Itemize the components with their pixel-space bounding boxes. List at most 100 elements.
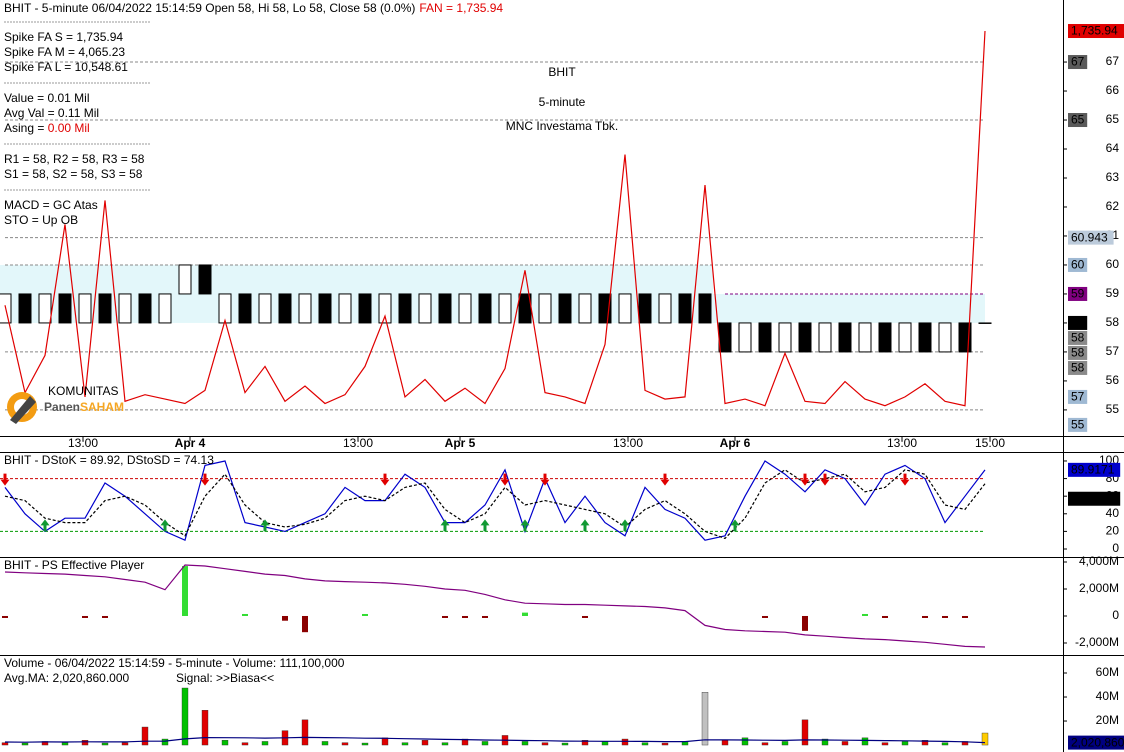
candle	[758, 322, 772, 353]
bar	[761, 742, 769, 746]
bar	[282, 615, 288, 621]
bar	[201, 710, 209, 746]
bar	[341, 742, 349, 746]
candle	[918, 322, 932, 353]
chart-header: BHIT - 5-minute 06/04/2022 15:14:59 Open…	[4, 1, 503, 15]
info-line: Value = 0.01 Mil	[4, 91, 90, 105]
candle	[678, 293, 692, 324]
bar	[862, 613, 868, 616]
y-tick-label: 40M	[1096, 689, 1119, 703]
zone-band	[713, 293, 985, 323]
candle	[378, 293, 392, 324]
candle	[78, 293, 92, 324]
candle	[358, 293, 372, 324]
value-box-label: 57	[1071, 390, 1085, 404]
candle	[278, 293, 292, 324]
y-tick-label: 57	[1106, 344, 1120, 358]
x-tick-label: 13:00	[68, 436, 98, 450]
pane-title: BHIT - PS Effective Player	[4, 558, 144, 572]
bar	[981, 732, 989, 746]
buy-arrow	[620, 519, 630, 532]
info-line: STO = Up OB	[4, 213, 78, 227]
x-tick-label: 13:00	[613, 436, 643, 450]
bar	[141, 726, 149, 746]
series-line	[4, 30, 986, 407]
candle	[338, 293, 352, 324]
bar	[181, 687, 189, 746]
bar	[582, 615, 588, 618]
info-line: Asing = 0.00 Mil	[4, 121, 90, 135]
candle	[618, 293, 632, 324]
value-box-label: 58	[1071, 346, 1085, 360]
sell-arrow	[900, 473, 910, 486]
fan-readout: FAN = 1,735.94	[419, 1, 503, 15]
bar	[881, 742, 889, 746]
bar	[701, 692, 709, 746]
candle	[218, 293, 232, 324]
info-segment: Spike FA M = 4,065.23	[4, 45, 125, 59]
bar	[802, 615, 808, 631]
y-tick-label: 2,000M	[1079, 581, 1119, 595]
x-tick-label: 15:00	[975, 436, 1005, 450]
bar	[541, 742, 549, 746]
bar	[762, 615, 768, 618]
value-box	[1068, 491, 1121, 506]
candle	[18, 293, 32, 324]
bar	[901, 741, 909, 746]
y-tick-label: 62	[1106, 199, 1120, 213]
candle	[938, 322, 952, 353]
bar	[81, 740, 89, 746]
pane-title: Volume - 06/04/2022 15:14:59 - 5-minute …	[4, 656, 345, 670]
mark-layer	[0, 30, 992, 746]
x-tick-label: Apr 4	[175, 436, 206, 450]
candle	[658, 293, 672, 324]
info-segment: Avg Val = 0.11 Mil	[4, 106, 99, 120]
candle	[878, 322, 892, 353]
candle	[118, 293, 132, 324]
bar	[241, 742, 249, 746]
value-box-label: 2,020,860	[1071, 735, 1124, 749]
bar	[421, 740, 429, 746]
info-line: S1 = 58, S2 = 58, S3 = 58	[4, 167, 143, 181]
bar	[922, 615, 928, 618]
bar	[362, 613, 368, 616]
series-line	[4, 460, 986, 542]
buy-arrow	[580, 519, 590, 532]
buy-arrow	[730, 519, 740, 532]
buy-arrow	[260, 519, 270, 532]
sell-arrow	[380, 473, 390, 486]
bar	[2, 615, 8, 618]
bar	[821, 738, 829, 746]
bar	[401, 742, 409, 746]
back-layer: 55565758596061626364656667020406080100-2…	[0, 54, 1119, 727]
bar	[781, 741, 789, 746]
y-tick-label: 66	[1106, 83, 1120, 97]
candle	[398, 293, 412, 324]
sell-arrow	[820, 473, 830, 486]
candle	[238, 293, 252, 324]
value-box	[1068, 286, 1088, 301]
info-segment: S1 = 58, S2 = 58, S3 = 58	[4, 167, 143, 181]
candle	[798, 322, 812, 353]
bar	[1, 742, 9, 746]
info-line: Spike FA S = 1,735.94	[4, 30, 123, 44]
y-tick-label: 55	[1106, 402, 1120, 416]
y-tick-label: -2,000M	[1075, 635, 1119, 649]
bar	[441, 742, 449, 746]
value-box	[1068, 389, 1088, 404]
candle	[458, 293, 472, 324]
candle	[178, 264, 192, 295]
candle	[898, 322, 912, 353]
y-tick-label: 56	[1106, 373, 1120, 387]
candle	[418, 293, 432, 324]
candle	[978, 322, 992, 324]
candle	[98, 293, 112, 324]
y-tick-label: 0	[1112, 608, 1119, 622]
bar	[861, 737, 869, 746]
y-tick-label: 20M	[1096, 713, 1119, 727]
logo-part: Panen	[44, 400, 80, 414]
bar	[182, 566, 188, 616]
info-segment: STO = Up OB	[4, 213, 78, 227]
